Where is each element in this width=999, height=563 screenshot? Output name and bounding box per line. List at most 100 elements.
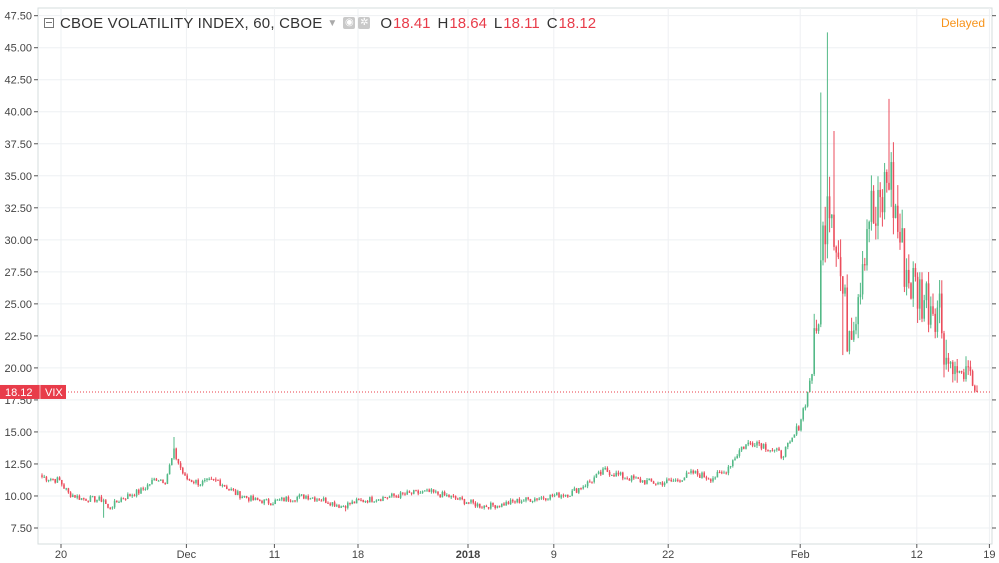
candle-body <box>270 503 272 506</box>
chart-grid <box>37 7 993 545</box>
candle-body <box>80 498 83 500</box>
candle-body <box>406 491 408 495</box>
candle-body <box>417 490 419 494</box>
candle-body <box>908 269 910 284</box>
candle-body <box>888 182 890 190</box>
candle-body <box>628 479 631 481</box>
high-value: 18.64 <box>449 14 487 32</box>
candle-body <box>404 493 406 495</box>
candle-body <box>496 505 499 509</box>
candle-body <box>501 503 503 507</box>
candle-body <box>283 497 285 502</box>
candle-body <box>666 479 668 483</box>
candle-body <box>886 172 888 183</box>
candle-body <box>450 495 452 498</box>
candle-body <box>274 500 276 505</box>
candle-body <box>914 267 917 277</box>
close-value: 18.12 <box>558 14 597 32</box>
candle-body <box>681 480 683 482</box>
candle-body <box>525 497 527 501</box>
candle-body <box>303 494 305 499</box>
candle-body <box>740 446 743 451</box>
candle-body <box>318 499 320 501</box>
candle-body <box>435 491 437 493</box>
candle-body <box>534 498 536 501</box>
candle-body <box>593 477 595 482</box>
price-axis[interactable]: 7.5010.0012.5015.0017.5020.0022.5025.002… <box>4 11 996 535</box>
candle-body <box>925 283 928 301</box>
candle-body <box>571 490 573 496</box>
time-axis[interactable]: 20 Dec 11 18 2018 9 22 Feb 12 19 <box>55 544 996 561</box>
candle-body <box>50 479 52 481</box>
y-tick-label: 47.50 <box>4 11 32 23</box>
candle-body <box>578 488 580 493</box>
candle-body <box>490 502 492 509</box>
candle-body <box>905 269 908 287</box>
candle-body <box>349 502 351 504</box>
candle-body <box>250 495 252 501</box>
candle-body <box>870 190 873 222</box>
candle-body <box>245 496 248 498</box>
candle-body <box>142 488 144 490</box>
candle-body <box>173 448 175 459</box>
candle-body <box>476 503 479 507</box>
candle-body <box>184 473 186 476</box>
candle-body <box>527 497 529 500</box>
candle-body <box>353 501 356 504</box>
eye-icon[interactable]: ◉ <box>343 17 356 29</box>
candle-body <box>901 228 903 243</box>
candle-body <box>569 495 571 497</box>
candle-body <box>140 488 142 494</box>
y-tick-label: 10.00 <box>4 491 32 503</box>
candle-body <box>835 246 837 253</box>
candle-body <box>296 497 298 501</box>
candle-body <box>644 480 646 484</box>
candle-body <box>683 477 686 481</box>
candle-body <box>688 472 690 474</box>
candle-body <box>100 496 103 502</box>
candle-body <box>861 264 864 295</box>
candle-body <box>342 506 345 508</box>
candle-body <box>210 478 213 480</box>
candle-body <box>151 479 153 485</box>
x-tick-label: 11 <box>269 549 280 561</box>
candle-body <box>716 471 719 478</box>
candle-body <box>116 500 118 503</box>
candle-body <box>798 426 800 431</box>
candle-body <box>267 499 270 504</box>
candle-body <box>903 228 906 287</box>
candle-body <box>494 505 496 509</box>
candle-body <box>813 328 815 375</box>
candle-body <box>712 478 714 482</box>
candle-body <box>157 480 160 482</box>
y-tick-label: 32.50 <box>4 203 32 215</box>
y-tick-label: 37.50 <box>4 139 32 151</box>
candle-body <box>254 497 257 501</box>
candle-body <box>120 498 122 502</box>
candle-body <box>976 390 978 392</box>
candle-body <box>272 504 274 506</box>
candle-body <box>672 480 675 482</box>
candle-body <box>413 490 415 494</box>
candle-body <box>454 496 457 499</box>
candle-body <box>949 362 952 364</box>
candle-body <box>679 480 681 482</box>
candle-body <box>204 479 206 481</box>
candle-body <box>329 503 331 506</box>
symbol-title[interactable]: CBOE VOLATILITY INDEX, 60, CBOE <box>60 14 323 32</box>
candle-body <box>107 503 109 508</box>
candle-body <box>795 426 798 435</box>
collapse-legend-icon[interactable] <box>44 18 54 28</box>
gear-icon[interactable]: ✲ <box>358 17 371 29</box>
chevron-down-icon[interactable]: ▼ <box>327 17 338 29</box>
candle-body <box>611 474 613 476</box>
candle-body <box>633 475 635 479</box>
candle-body <box>263 499 265 504</box>
candle-body <box>875 223 877 226</box>
y-tick-label: 27.50 <box>4 267 32 279</box>
candle-body <box>292 500 294 502</box>
candle-body <box>481 507 483 509</box>
candle-body <box>791 437 793 442</box>
candle-body <box>705 477 708 479</box>
